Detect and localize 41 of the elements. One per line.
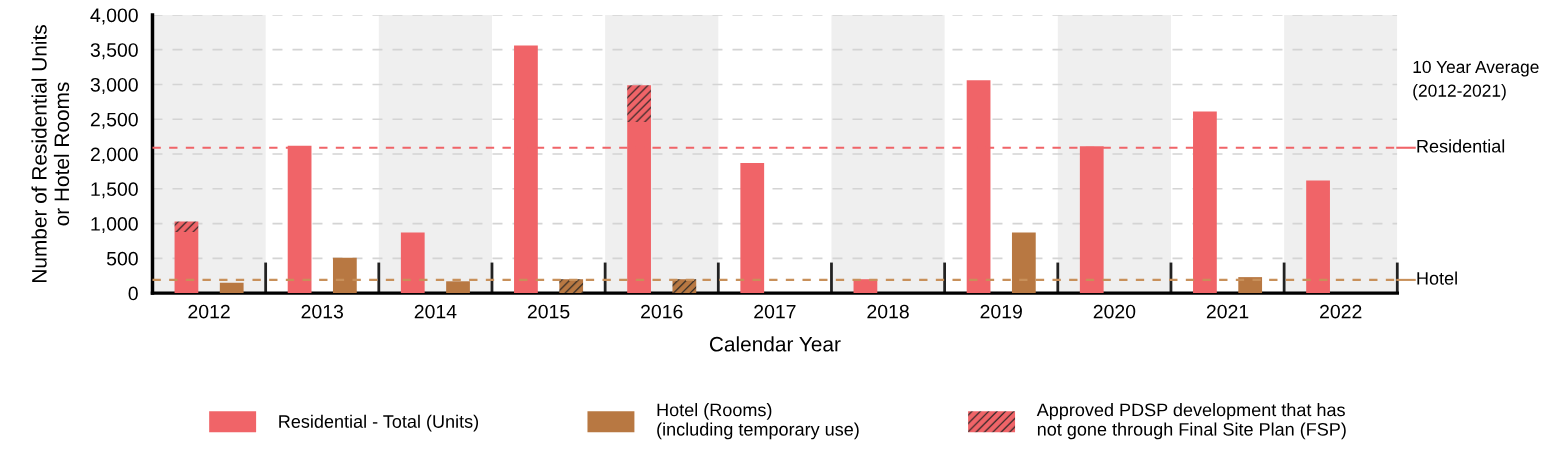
bar	[1011, 232, 1036, 294]
y-tick-label: 500	[106, 251, 138, 266]
x-tick-label: 2021	[1206, 304, 1249, 319]
bar	[400, 232, 425, 294]
bar	[559, 279, 584, 294]
x-tick-label: 2016	[641, 304, 683, 319]
x-tick-label: 2020	[1093, 304, 1136, 319]
x-tick-label: 2018	[867, 304, 909, 319]
x-tick-label: 2019	[980, 304, 1022, 319]
y-tick-label: 2,500	[90, 112, 138, 129]
bar	[174, 221, 199, 232]
bar	[219, 282, 244, 294]
legend-label: Hotel (Rooms) (including temporary use)	[657, 403, 859, 440]
y-tick-label: 4,000	[90, 8, 138, 25]
legend-label: Residential - Total (Units)	[279, 414, 479, 432]
x-tick-label: 2014	[414, 304, 457, 319]
x-tick-label: 2013	[301, 304, 344, 319]
y-tick-label: 3,500	[90, 43, 138, 60]
y-tick-label: 3,000	[90, 77, 138, 94]
bar	[672, 279, 697, 294]
bar	[332, 257, 357, 294]
bar	[174, 231, 199, 294]
x-tick-label: 2022	[1320, 304, 1362, 319]
bar	[1238, 277, 1263, 294]
text: 10 Year Average (2012-2021)	[1413, 60, 1539, 101]
bar	[1306, 180, 1330, 294]
bar	[740, 163, 765, 294]
y-axis-title: Number of Residential Units or Hotel Rooms	[31, 25, 70, 282]
ref-line-label: Residential	[1417, 139, 1505, 153]
ref-line-label: Hotel	[1417, 271, 1457, 285]
bar	[446, 281, 470, 294]
x-tick-label: 2012	[188, 304, 230, 319]
y-tick-label: 2,000	[90, 147, 138, 164]
y-tick-label: 0	[128, 286, 138, 301]
bar	[627, 85, 651, 123]
x-tick-label: 2017	[754, 304, 796, 319]
x-tick-label: 2015	[527, 304, 570, 319]
y-tick-label: 1,000	[91, 217, 138, 234]
legend-label: Approved PDSP development that has not gone through Final Site Plan (FSP)	[1036, 403, 1346, 440]
y-tick-label: 1,500	[91, 182, 138, 199]
x-axis-title: Calendar Year	[709, 336, 841, 352]
